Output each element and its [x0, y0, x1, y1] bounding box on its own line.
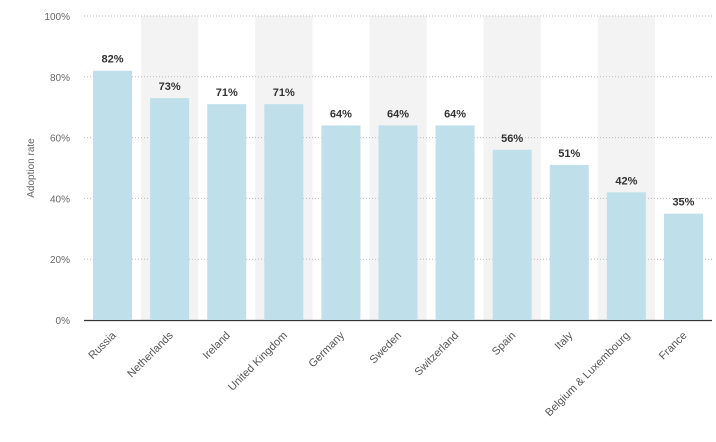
gridlines	[84, 15, 712, 322]
category-label: United Kingdom	[226, 330, 290, 394]
y-axis-ticks: 0% 20% 40% 60% 80% 100%	[44, 12, 70, 327]
data-label: 71%	[273, 87, 295, 99]
data-label: 73%	[159, 81, 181, 93]
data-label: 51%	[558, 148, 580, 160]
bar	[549, 164, 589, 320]
data-label: 35%	[672, 197, 694, 209]
category-label: Ireland	[201, 330, 233, 362]
y-tick-label: 80%	[50, 73, 70, 84]
y-tick-label: 60%	[50, 134, 70, 145]
data-label: 82%	[102, 54, 124, 66]
bar	[207, 104, 247, 320]
category-label: Switzerland	[413, 330, 462, 379]
y-axis-title: Adoption rate	[26, 138, 37, 198]
category-label: France	[657, 330, 690, 363]
bar	[435, 125, 475, 320]
value-labels: 82% 73% 71% 71% 64% 64% 64% 56% 51% 42% 35%	[102, 54, 695, 209]
data-label: 64%	[444, 108, 466, 120]
bar	[378, 125, 418, 320]
category-label: Netherlands	[125, 329, 176, 380]
bar	[264, 104, 304, 320]
y-tick-label: 100%	[44, 12, 70, 23]
category-label: Spain	[490, 330, 518, 358]
data-label: 56%	[501, 133, 523, 145]
bar	[606, 192, 646, 320]
data-label: 42%	[615, 175, 637, 187]
data-label: 71%	[216, 87, 238, 99]
bar	[150, 98, 190, 320]
category-label: Germany	[307, 329, 348, 370]
category-label: Russia	[86, 329, 119, 362]
category-label: Sweden	[368, 330, 405, 367]
data-label: 64%	[387, 108, 409, 120]
y-tick-label: 20%	[50, 255, 70, 266]
bar	[492, 149, 532, 320]
bar	[93, 70, 133, 320]
y-tick-label: 40%	[50, 194, 70, 205]
bar	[663, 213, 703, 320]
y-tick-label: 0%	[56, 316, 71, 327]
bars	[93, 70, 703, 320]
category-label: Italy	[553, 329, 576, 352]
bar	[321, 125, 361, 320]
data-label: 64%	[330, 108, 352, 120]
